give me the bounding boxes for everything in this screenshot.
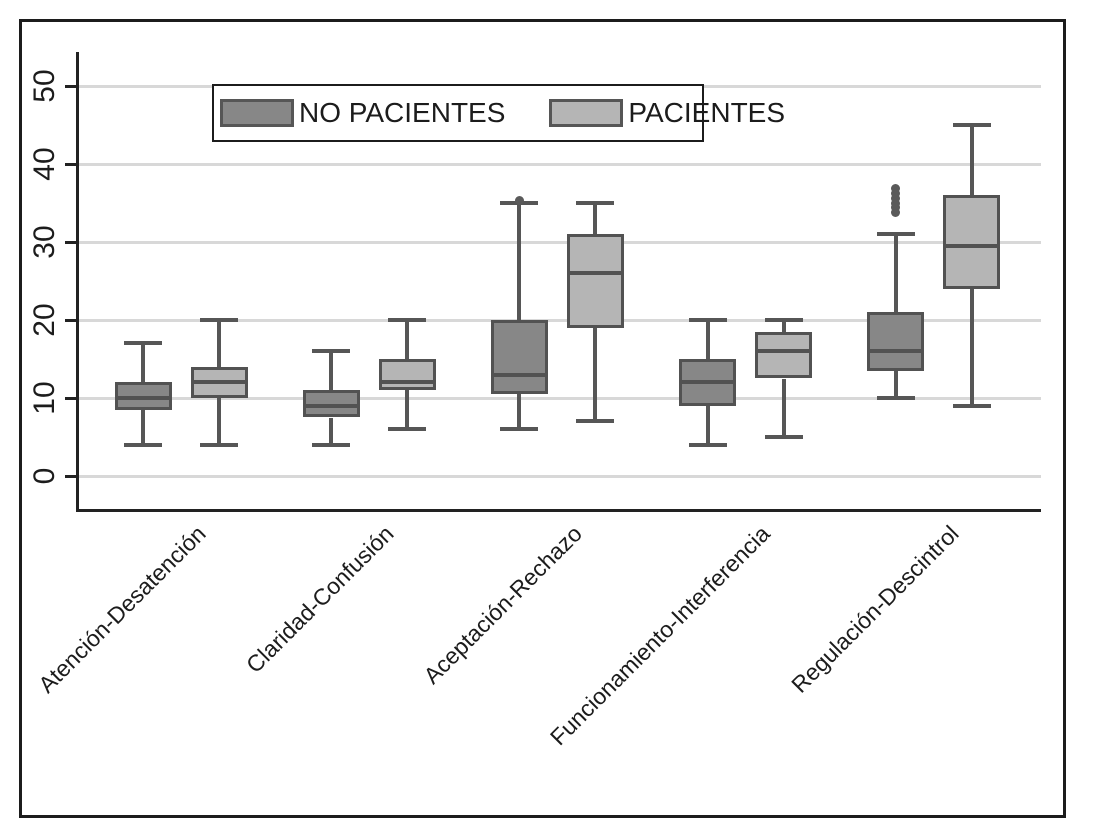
boxplot-whisker-cap-low — [764, 435, 803, 439]
y-tick-30 — [65, 240, 76, 244]
y-tick-label-20: 20 — [28, 303, 61, 337]
boxplot-box-pacientes — [943, 195, 1001, 289]
boxplot-median-line — [114, 396, 172, 400]
outlier-dot — [514, 196, 524, 206]
boxplot-whisker-cap-low — [388, 427, 427, 432]
boxplot-box-pacientes — [566, 234, 624, 328]
gridline-10 — [79, 396, 1041, 400]
y-tick-label-30: 30 — [28, 225, 61, 259]
boxplot-whisker-top — [329, 351, 334, 391]
boxplot-box-no-pacientes — [490, 320, 548, 395]
boxplot-whisker-cap-high — [688, 318, 727, 322]
y-tick-40 — [65, 162, 76, 166]
y-tick-label-10: 10 — [28, 381, 61, 415]
boxplot-median-line — [302, 403, 360, 408]
boxplot-whisker-bottom — [893, 370, 898, 398]
boxplot-whisker-bottom — [329, 417, 334, 445]
boxplot-whisker-bottom — [781, 378, 786, 437]
boxplot-whisker-bottom — [969, 288, 974, 406]
boxplot-whisker-top — [893, 234, 898, 313]
y-tick-0 — [65, 474, 76, 478]
y-tick-50 — [65, 84, 76, 88]
boxplot-whisker-top — [781, 320, 786, 332]
boxplot-whisker-bottom — [593, 327, 598, 422]
boxplot-median-line — [566, 271, 624, 276]
boxplot-whisker-cap-low — [876, 396, 915, 400]
boxplot-whisker-cap-high — [764, 318, 803, 322]
outlier-dot — [891, 189, 901, 199]
boxplot-median-line — [378, 380, 436, 385]
gridline-30 — [79, 240, 1041, 244]
boxplot-median-line — [490, 372, 548, 377]
y-tick-10 — [65, 396, 76, 400]
gridline-20 — [79, 318, 1041, 322]
boxplot-whisker-cap-high — [952, 123, 991, 127]
boxplot-whisker-top — [217, 320, 221, 367]
outlier-dot — [891, 203, 901, 213]
gridline-40 — [79, 162, 1041, 166]
boxplot-whisker-bottom — [405, 390, 410, 430]
boxplot-whisker-top — [405, 320, 410, 359]
boxplot-box-pacientes — [755, 331, 813, 379]
outlier-dot — [891, 198, 901, 208]
y-tick-label-0: 0 — [28, 467, 61, 485]
boxplot-whisker-top — [969, 125, 974, 196]
boxplot-whisker-cap-high — [200, 318, 238, 322]
legend-label-no-pacientes: NO PACIENTES — [299, 97, 506, 128]
boxplot-whisker-cap-high — [124, 341, 162, 346]
y-axis-line — [76, 52, 79, 512]
boxplot-whisker-cap-low — [688, 442, 727, 447]
y-tick-label-50: 50 — [28, 69, 61, 103]
boxplot-whisker-top — [705, 320, 710, 359]
boxplot-whisker-top — [517, 203, 522, 320]
no-pacientes-swatch-icon — [220, 99, 294, 127]
outlier-dot — [891, 184, 901, 194]
boxplot-whisker-cap-high — [876, 232, 915, 237]
boxplot-whisker-cap-low — [200, 442, 238, 447]
boxplot-whisker-cap-low — [952, 403, 991, 408]
boxplot-whisker-cap-low — [500, 427, 539, 432]
boxplot-whisker-top — [141, 343, 145, 383]
boxplot-whisker-top — [593, 203, 598, 235]
legend-item-no-pacientes: NO PACIENTES — [220, 99, 505, 127]
boxplot-whisker-cap-low — [124, 442, 162, 447]
boxplot-whisker-bottom — [517, 394, 522, 430]
boxplot-whisker-cap-high — [576, 201, 615, 205]
boxplot-whisker-cap-high — [388, 318, 427, 322]
boxplot-whisker-bottom — [217, 398, 221, 445]
x-axis-line — [76, 509, 1041, 512]
boxplot-box-pacientes — [378, 359, 436, 391]
boxplot-whisker-bottom — [705, 405, 710, 445]
outlier-dot — [891, 207, 901, 217]
boxplot-median-line — [190, 380, 248, 385]
legend-label-pacientes: PACIENTES — [628, 97, 786, 128]
boxplot-whisker-bottom — [141, 409, 145, 445]
figure-border — [19, 19, 1066, 818]
pacientes-swatch-icon — [549, 99, 624, 127]
boxplot-whisker-cap-low — [312, 442, 351, 447]
legend-item-pacientes: PACIENTES — [549, 99, 785, 127]
y-tick-label-40: 40 — [28, 147, 61, 181]
y-tick-20 — [65, 318, 76, 322]
boxplot-box-no-pacientes — [867, 312, 925, 371]
boxplot-median-line — [867, 349, 925, 354]
gridline-0 — [79, 474, 1041, 478]
outlier-dot — [891, 193, 901, 203]
boxplot-median-line — [755, 349, 813, 354]
boxplot-median-line — [943, 243, 1001, 248]
boxplot-median-line — [679, 380, 737, 385]
boxplot-whisker-cap-high — [312, 349, 351, 354]
legend: NO PACIENTES PACIENTES — [212, 84, 785, 142]
boxplot-whisker-cap-low — [576, 419, 615, 424]
